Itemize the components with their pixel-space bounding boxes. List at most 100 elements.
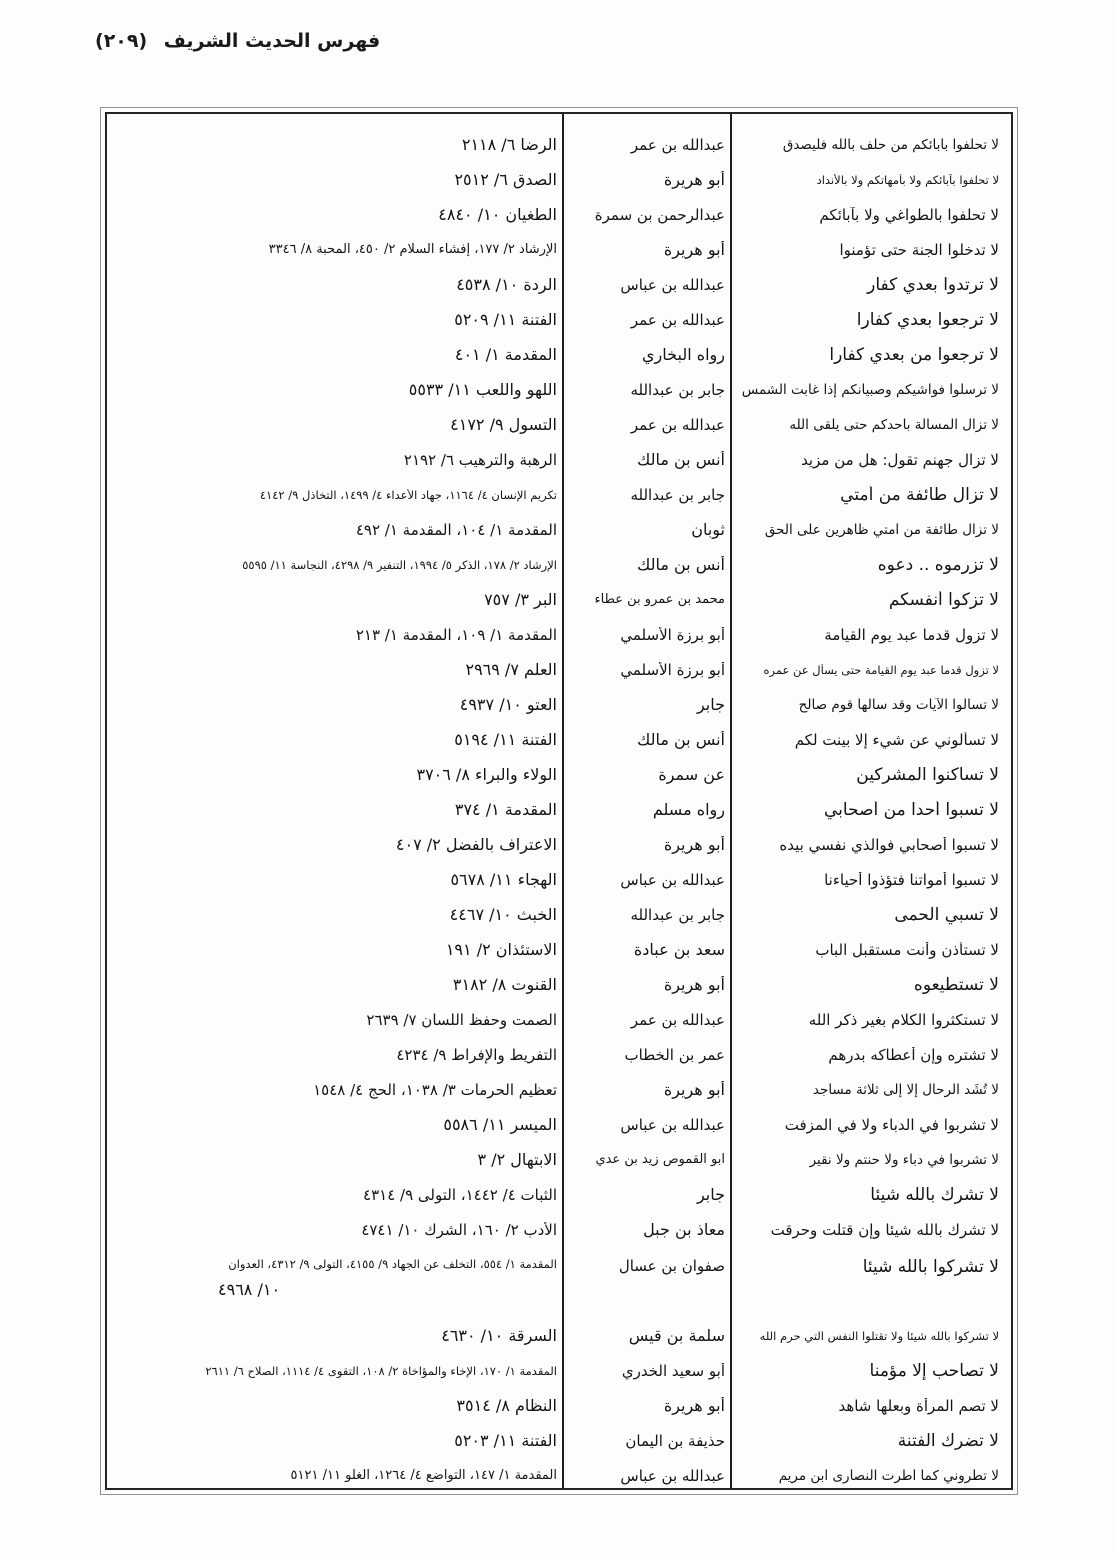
narrator-name: أبو برزة الأسلمي (620, 661, 725, 679)
reference-text: العلم ٧/ ٢٩٦٩ (465, 661, 557, 680)
narrator-name: سعد بن عبادة (633, 941, 725, 960)
hadith-text: لا تشربوا في دباء ولا حنتم ولا نقير (809, 1152, 999, 1168)
hadith-text: لا تستطيعوه (913, 975, 999, 995)
hadith-text: لا ترجعوا بعدي كفارا (856, 310, 999, 330)
narrator-name: ثوبان (691, 521, 725, 540)
hadith-text: لا تشربوا في الدباء ولا في المزفت (784, 1116, 999, 1134)
table-row: لا ترجعوا بعدي كفارا عبدالله بن عمر الفت… (107, 303, 1011, 338)
table-row: لا تسبوا أمواتنا فتؤذوا أحياءنا عبدالله … (107, 863, 1011, 898)
narrator-name: أبو هريرة (663, 171, 725, 190)
reference-text: الرهبة والترهيب ٦/ ٢١٩٢ (403, 451, 557, 469)
hadith-text: لا تشرك بالله شيئا وإن قتلت وحرقت (770, 1221, 999, 1239)
narrator-name: أبو هريرة (663, 1397, 725, 1416)
hadith-text: لا تدخلوا الجنة حتى تؤمنوا (839, 241, 999, 259)
table-row: لا تستطيعوه أبو هريرة القنوت ٨/ ٣١٨٢ (107, 968, 1011, 1003)
narrator-name: أبو القموص زيد بن عدي (595, 1153, 725, 1168)
reference-continuation: ١٠/ ٤٩٦٨ (218, 1280, 281, 1300)
hadith-text: لا تسبوا أحدا من أصحابي (824, 800, 999, 820)
hadith-text: لا تُشَد الرحال إلا إلى ثلاثة مساجد (812, 1082, 999, 1098)
reference-cell: المقدمة ١/ ٥٥٤، التخلف عن الجهاد ٩/ ٤١٥٥… (107, 1258, 566, 1300)
narrator-name: عبدالله بن عباس (620, 276, 725, 294)
reference-cell: الإرشاد ٢/ ١٧٨، الذكر ٥/ ١٩٩٤، التنفير ٩… (107, 559, 566, 572)
narrator-name: رواه مسلم (652, 801, 725, 820)
hadith-text: لا ترسلوا فواشيكم وصبيانكم إذا غابت الشم… (741, 382, 999, 398)
hadith-text: لا تزول قدما عبد يوم القيامة حتى يسأل عن… (763, 663, 999, 677)
reference-cell: الثبات ٤/ ١٤٤٢، التولى ٩/ ٤٣١٤ (107, 1187, 566, 1204)
reference-text: القنوت ٨/ ٣١٨٢ (452, 976, 557, 995)
reference-text: المقدمة ١/ ١٧٠، الإخاء والمؤاخاة ٢/ ١٠٨،… (205, 1364, 557, 1378)
reference-cell: الابتهال ٢/ ٣ (107, 1151, 566, 1169)
table-row: لا تشربوا في دباء ولا حنتم ولا نقير أبو … (107, 1143, 1011, 1178)
narrator-name: عبدالله بن عمر (630, 1011, 725, 1029)
table-row: لا تزول قدما عبد يوم القيامة حتى يسأل عن… (107, 653, 1011, 688)
reference-text: الهجاء ١١/ ٥٦٧٨ (450, 871, 557, 890)
table-row: لا تزال جهنم تقول: هل من مزيد أنس بن مال… (107, 443, 1011, 478)
table-row: لا تساكنوا المشركين عن سمرة الولاء والبر… (107, 758, 1011, 793)
hadith-text: لا تضرك الفتنة (897, 1431, 999, 1451)
table-row: لا تضرك الفتنة حذيفة بن اليمان الفتنة ١١… (107, 1424, 1011, 1459)
narrator-name: عبدالله بن عباس (620, 1467, 725, 1485)
reference-text: المقدمة ١/ ٣٧٤ (454, 801, 557, 820)
table-row: لا تشرك بالله شيئا وإن قتلت وحرقت معاذ ب… (107, 1213, 1011, 1248)
hadith-text: لا تزول قدما عبد يوم القيامة (824, 626, 999, 644)
reference-cell: الرهبة والترهيب ٦/ ٢١٩٢ (107, 452, 566, 469)
reference-cell: الهجاء ١١/ ٥٦٧٨ (107, 871, 566, 889)
reference-cell: تعظيم الحرمات ٣/ ١٠٣٨، الحج ٤/ ١٥٤٨ (107, 1082, 566, 1099)
table-row: لا تزال طائفة من أمتي ظاهرين على الحق ثو… (107, 513, 1011, 548)
reference-cell: الاعتراف بالفضل ٢/ ٤٠٧ (107, 836, 566, 854)
narrator-name: عبدالله بن عمر (630, 311, 725, 329)
reference-cell: السرقة ١٠/ ٤٦٣٠ (107, 1327, 566, 1345)
narrator-name: سلمة بن قيس (628, 1327, 725, 1346)
reference-text: الولاء والبراء ٨/ ٣٧٠٦ (416, 766, 557, 785)
reference-text: المقدمة ١/ ١٠٩، المقدمة ١/ ٢١٣ (355, 626, 557, 644)
table-row: لا تصاحب إلا مؤمنا أبو سعيد الخدري المقد… (107, 1354, 1011, 1389)
reference-cell: اللهو واللعب ١١/ ٥٥٣٣ (107, 381, 566, 399)
reference-text: العتو ١٠/ ٤٩٣٧ (459, 696, 557, 715)
narrator-name: أبو سعيد الخدري (621, 1362, 725, 1380)
reference-text: البر ٣/ ٧٥٧ (484, 591, 557, 610)
hadith-text: لا تشركوا بالله شيئا ولا تقتلوا النفس ال… (759, 1329, 999, 1343)
reference-cell: الفتنة ١١/ ٥١٩٤ (107, 731, 566, 749)
reference-cell: الولاء والبراء ٨/ ٣٧٠٦ (107, 766, 566, 784)
narrator-name: صفوان بن عسال (618, 1258, 725, 1275)
narrator-name: عبدالله بن عمر (630, 416, 725, 434)
hadith-text: لا تطروني كما أطرت النصارى ابن مريم (778, 1468, 999, 1484)
table-row: لا تدخلوا الجنة حتى تؤمنوا أبو هريرة الإ… (107, 233, 1011, 268)
table-row: لا تشركوا بالله شيئا ولا تقتلوا النفس ال… (107, 1319, 1011, 1354)
narrator-name: أنس بن مالك (637, 451, 725, 470)
table-row: لا تطروني كما أطرت النصارى ابن مريم عبدا… (107, 1459, 1011, 1488)
hadith-text: لا تستأذن وأنت مستقبل الباب (815, 941, 999, 959)
table-row: لا تسألوني عن شيء إلا بينت لكم أنس بن ما… (107, 723, 1011, 758)
narrator-name: معاذ بن جبل (643, 1221, 725, 1240)
reference-cell: الميسر ١١/ ٥٥٨٦ (107, 1116, 566, 1134)
table-row: لا ترتدوا بعدي كفار عبدالله بن عباس الرد… (107, 268, 1011, 303)
hadith-text: لا تزال المسألة بأحدكم حتى يلقى الله (789, 417, 999, 433)
table-row: لا تشربوا في الدباء ولا في المزفت عبدالل… (107, 1108, 1011, 1143)
reference-text: الإرشاد ٢/ ١٧٨، الذكر ٥/ ١٩٩٤، التنفير ٩… (242, 558, 557, 572)
reference-text: الأدب ٢/ ١٦٠، الشرك ١٠/ ٤٧٤١ (361, 1221, 557, 1239)
reference-cell: الصمت وحفظ اللسان ٧/ ٢٦٣٩ (107, 1012, 566, 1029)
reference-text: الفتنة ١١/ ٥٢٠٣ (454, 1432, 557, 1451)
reference-text: المقدمة ١/ ١٠٤، المقدمة ١/ ٤٩٢ (355, 521, 557, 539)
reference-text: الردة ١٠/ ٤٥٣٨ (456, 276, 557, 295)
hadith-text: لا تشركوا بالله شيئا (862, 1258, 999, 1277)
reference-cell: الرضا ٦/ ٢١١٨ (107, 136, 566, 154)
reference-text: الثبات ٤/ ١٤٤٢، التولى ٩/ ٤٣١٤ (363, 1186, 557, 1204)
hadith-text: لا ترتدوا بعدي كفار (867, 275, 999, 295)
narrator-name: عبدالله بن عمر (630, 136, 725, 154)
narrator-name: جابر (696, 696, 725, 715)
reference-text: الاعتراف بالفضل ٢/ ٤٠٧ (395, 836, 557, 855)
hadith-text: لا تزال طائفة من أمتي ظاهرين على الحق (764, 522, 999, 538)
reference-cell: الطغيان ١٠/ ٤٨٤٠ (107, 206, 566, 224)
narrator-name: جابر بن عبدالله (630, 906, 725, 924)
reference-cell: التسول ٩/ ٤١٧٢ (107, 416, 566, 434)
narrator-name: عبدالله بن عباس (620, 871, 725, 889)
table-row: لا تحلفوا بآبائكم من حلف بالله فليصدق عب… (107, 128, 1011, 163)
reference-cell: الردة ١٠/ ٤٥٣٨ (107, 276, 566, 294)
reference-text: التفريط والإفراط ٩/ ٤٢٣٤ (396, 1046, 557, 1064)
reference-text: المقدمة ١/ ١٤٧، التواضع ٤/ ١٢٦٤، الغلو ١… (290, 1469, 557, 1484)
reference-cell: المقدمة ١/ ١٤٧، التواضع ٤/ ١٢٦٤، الغلو ١… (107, 1469, 566, 1484)
table-row: لا تشرك بالله شيئا جابر الثبات ٤/ ١٤٤٢، … (107, 1178, 1011, 1213)
hadith-text: لا تصاحب إلا مؤمنا (869, 1361, 999, 1381)
reference-cell: الأدب ٢/ ١٦٠، الشرك ١٠/ ٤٧٤١ (107, 1222, 566, 1239)
